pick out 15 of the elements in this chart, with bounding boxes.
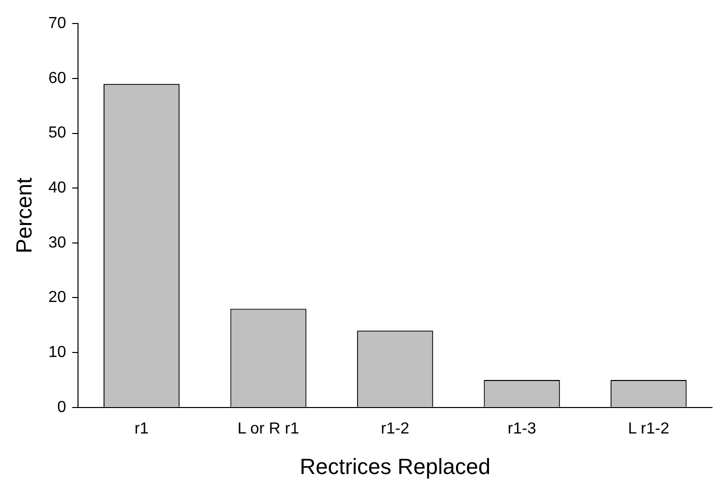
y-tick-label: 50 xyxy=(48,124,66,142)
x-tick-label: r1 xyxy=(134,420,149,438)
y-tick-label: 70 xyxy=(48,15,66,32)
y-tick-label: 60 xyxy=(48,70,66,87)
y-tick-label: 10 xyxy=(48,344,66,361)
x-tick-label: r1-3 xyxy=(508,420,536,438)
x-tick-label: L r1-2 xyxy=(628,420,670,438)
y-tick-label: 30 xyxy=(48,234,66,252)
x-axis-title: Rectrices Replaced xyxy=(300,454,490,479)
y-tick-label: 20 xyxy=(48,289,66,306)
y-axis-title: Percent xyxy=(11,178,36,254)
y-tick-label: 40 xyxy=(48,179,66,196)
x-tick-label: r1-2 xyxy=(380,420,410,438)
x-tick-label: L or R r1 xyxy=(238,420,300,438)
y-tick-label: 0 xyxy=(57,398,66,416)
